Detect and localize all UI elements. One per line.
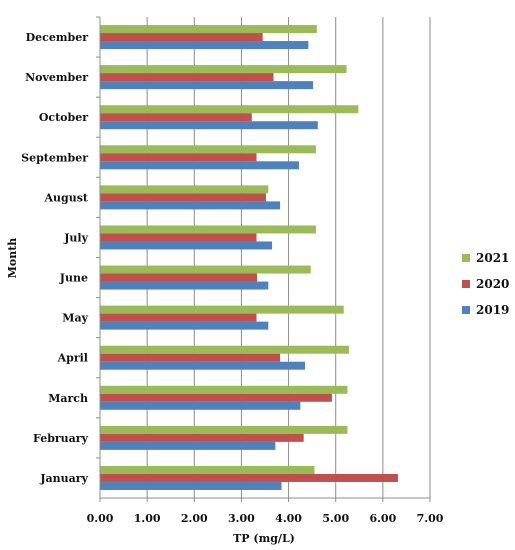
bar-april-2021 — [100, 345, 349, 354]
bar-august-2020 — [100, 193, 266, 202]
bar-april-2020 — [100, 353, 281, 362]
bar-may-2019 — [100, 321, 269, 330]
bar-march-2020 — [100, 393, 332, 402]
bar-january-2019 — [100, 481, 282, 490]
bar-december-2020 — [100, 33, 263, 42]
bar-february-2020 — [100, 433, 304, 442]
bar-september-2021 — [100, 145, 316, 154]
x-tick-label: 3.00 — [228, 512, 255, 525]
legend-swatch-2020 — [462, 280, 470, 288]
bar-august-2021 — [100, 185, 269, 194]
y-tick-label: August — [44, 191, 89, 204]
bar-july-2020 — [100, 233, 257, 242]
bar-february-2019 — [100, 441, 276, 450]
bar-september-2020 — [100, 153, 257, 162]
bar-may-2020 — [100, 313, 257, 322]
y-axis-title: Month — [6, 238, 19, 279]
legend-swatch-2021 — [462, 254, 470, 262]
bar-june-2020 — [100, 273, 257, 282]
y-tick-label: October — [39, 111, 88, 124]
bars — [100, 25, 398, 490]
bar-september-2019 — [100, 161, 299, 170]
x-tick-label: 5.00 — [322, 512, 349, 525]
y-tick-label: January — [39, 472, 88, 485]
bar-november-2019 — [100, 81, 314, 90]
bar-march-2019 — [100, 401, 301, 410]
legend-swatch-2019 — [462, 306, 470, 314]
x-tick-label: 0.00 — [87, 512, 114, 525]
bar-june-2021 — [100, 265, 311, 274]
y-tick-label: July — [63, 231, 88, 244]
bar-march-2021 — [100, 385, 348, 394]
bar-december-2021 — [100, 25, 317, 34]
y-tick-label: November — [25, 71, 88, 84]
bar-february-2021 — [100, 425, 348, 434]
legend-label-2019: 2019 — [476, 303, 509, 317]
gridlines — [99, 17, 431, 502]
y-tick-label: March — [48, 392, 88, 405]
y-tick-labels: January February March April May June July Augu… — [21, 31, 89, 485]
x-tick-label: 4.00 — [275, 512, 302, 525]
y-tick-label: September — [21, 151, 88, 164]
y-tick-label: February — [33, 432, 89, 445]
y-tick-label: May — [62, 312, 88, 325]
x-tick-label: 6.00 — [369, 512, 396, 525]
bar-october-2020 — [100, 113, 252, 122]
bar-january-2020 — [100, 473, 398, 482]
x-tick-label: 1.00 — [134, 512, 161, 525]
axes — [96, 16, 430, 499]
x-axis-title: TP (mg/L) — [233, 532, 295, 545]
bar-january-2021 — [100, 465, 315, 474]
x-tick-labels: 0.00 1.00 2.00 3.00 4.00 5.00 6.00 7.00 — [87, 512, 444, 525]
bar-july-2021 — [100, 225, 316, 234]
bar-november-2021 — [100, 65, 347, 74]
bar-august-2019 — [100, 201, 281, 210]
y-tick-label: June — [59, 272, 88, 285]
bar-may-2021 — [100, 305, 344, 314]
y-tick-label: December — [26, 31, 89, 44]
x-tick-label: 7.00 — [417, 512, 444, 525]
bar-december-2019 — [100, 41, 309, 50]
legend: 2021 2020 2019 — [462, 251, 509, 317]
bar-october-2019 — [100, 121, 318, 130]
bar-october-2021 — [100, 105, 359, 114]
bar-june-2019 — [100, 281, 269, 290]
legend-label-2020: 2020 — [476, 277, 509, 291]
bar-july-2019 — [100, 241, 273, 250]
legend-label-2021: 2021 — [476, 251, 509, 265]
bar-november-2020 — [100, 73, 274, 82]
bar-april-2019 — [100, 361, 306, 370]
x-tick-label: 2.00 — [181, 512, 208, 525]
y-tick-label: April — [57, 352, 88, 365]
